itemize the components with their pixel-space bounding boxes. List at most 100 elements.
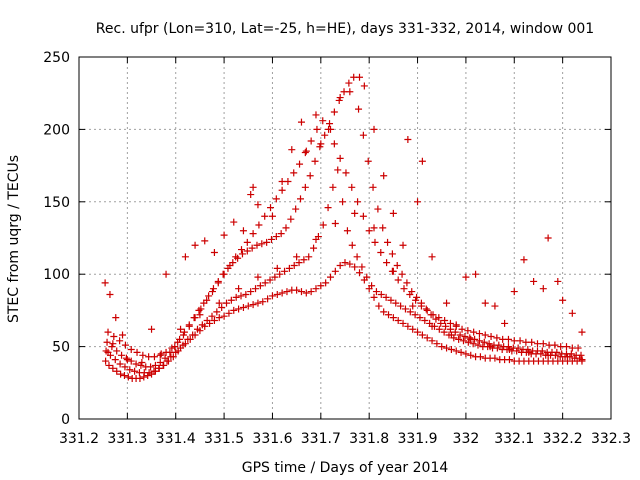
data-point (302, 289, 310, 297)
data-point (119, 331, 127, 339)
data-point (456, 331, 464, 339)
data-point (369, 183, 377, 191)
data-point (514, 344, 522, 352)
data-point (278, 186, 286, 194)
data-point (412, 296, 420, 304)
data-point (147, 363, 155, 371)
data-point (398, 270, 406, 278)
data-point (458, 325, 466, 333)
data-point (225, 309, 233, 317)
data-point (276, 270, 284, 278)
data-point (481, 299, 489, 307)
data-point (105, 361, 113, 369)
x-tick-label: 331.2 (59, 431, 99, 447)
x-tick-label: 331.4 (156, 431, 196, 447)
data-point (380, 172, 388, 180)
data-point (220, 312, 228, 320)
data-point (384, 238, 392, 246)
data-point (145, 369, 153, 377)
data-point (505, 345, 513, 353)
data-point (574, 344, 582, 352)
y-tick-label: 200 (43, 122, 70, 138)
data-point (215, 299, 223, 307)
data-point (208, 312, 216, 320)
data-point (404, 322, 412, 330)
data-point (297, 195, 305, 203)
data-point (277, 230, 285, 238)
data-point (351, 263, 359, 271)
data-point (205, 292, 213, 300)
data-point (230, 306, 238, 314)
data-point (103, 338, 111, 346)
data-point (372, 288, 380, 296)
data-point (364, 157, 372, 165)
series-4 (104, 117, 582, 361)
data-point (441, 317, 449, 325)
data-point (273, 264, 281, 272)
data-point (256, 282, 264, 290)
data-point (226, 262, 234, 270)
data-point (317, 140, 325, 148)
x-tick-label: 332.1 (494, 431, 534, 447)
data-point (208, 288, 216, 296)
data-point (272, 233, 280, 241)
data-point (563, 353, 571, 361)
data-point (394, 276, 402, 284)
data-point (255, 221, 263, 229)
data-point (312, 235, 320, 243)
data-point (301, 149, 309, 157)
data-point (374, 205, 382, 213)
data-point (326, 273, 334, 281)
data-point (491, 302, 499, 310)
data-point (214, 279, 222, 287)
data-point (399, 319, 407, 327)
data-point (330, 108, 338, 116)
data-point (544, 234, 552, 242)
data-point (418, 331, 426, 339)
data-point (457, 348, 465, 356)
data-point (310, 244, 318, 252)
data-point (150, 367, 158, 375)
data-point (123, 356, 131, 364)
data-point (297, 288, 305, 296)
data-point (321, 131, 329, 139)
data-point (109, 340, 117, 348)
data-point (370, 224, 378, 232)
data-point (551, 341, 559, 349)
data-point (293, 253, 301, 261)
data-point (375, 302, 383, 310)
y-tick-label: 250 (43, 50, 70, 66)
y-tick-label: 50 (52, 340, 70, 356)
data-point (528, 338, 536, 346)
data-point (238, 250, 246, 258)
data-point (132, 360, 140, 368)
data-point (363, 273, 371, 281)
data-point (530, 277, 538, 285)
data-point (281, 267, 289, 275)
data-point (481, 331, 489, 339)
data-point (253, 241, 261, 249)
data-point (393, 262, 401, 270)
data-point (359, 131, 367, 139)
data-point (452, 321, 460, 329)
data-point (179, 331, 187, 339)
data-point (539, 340, 547, 348)
data-point (267, 204, 275, 212)
data-point (312, 285, 320, 293)
data-point (446, 319, 454, 327)
data-point (429, 311, 437, 319)
data-point (417, 302, 425, 310)
data-point (348, 241, 356, 249)
data-point (247, 191, 255, 199)
data-point (295, 259, 303, 267)
axis-ticks (78, 56, 612, 420)
data-point (461, 332, 469, 340)
data-point (300, 256, 308, 264)
x-tick-label: 332 (453, 431, 480, 447)
data-point (288, 146, 296, 154)
data-point (539, 285, 547, 293)
data-point (324, 204, 332, 212)
data-point (409, 302, 417, 310)
x-tick-label: 331.6 (252, 431, 292, 447)
